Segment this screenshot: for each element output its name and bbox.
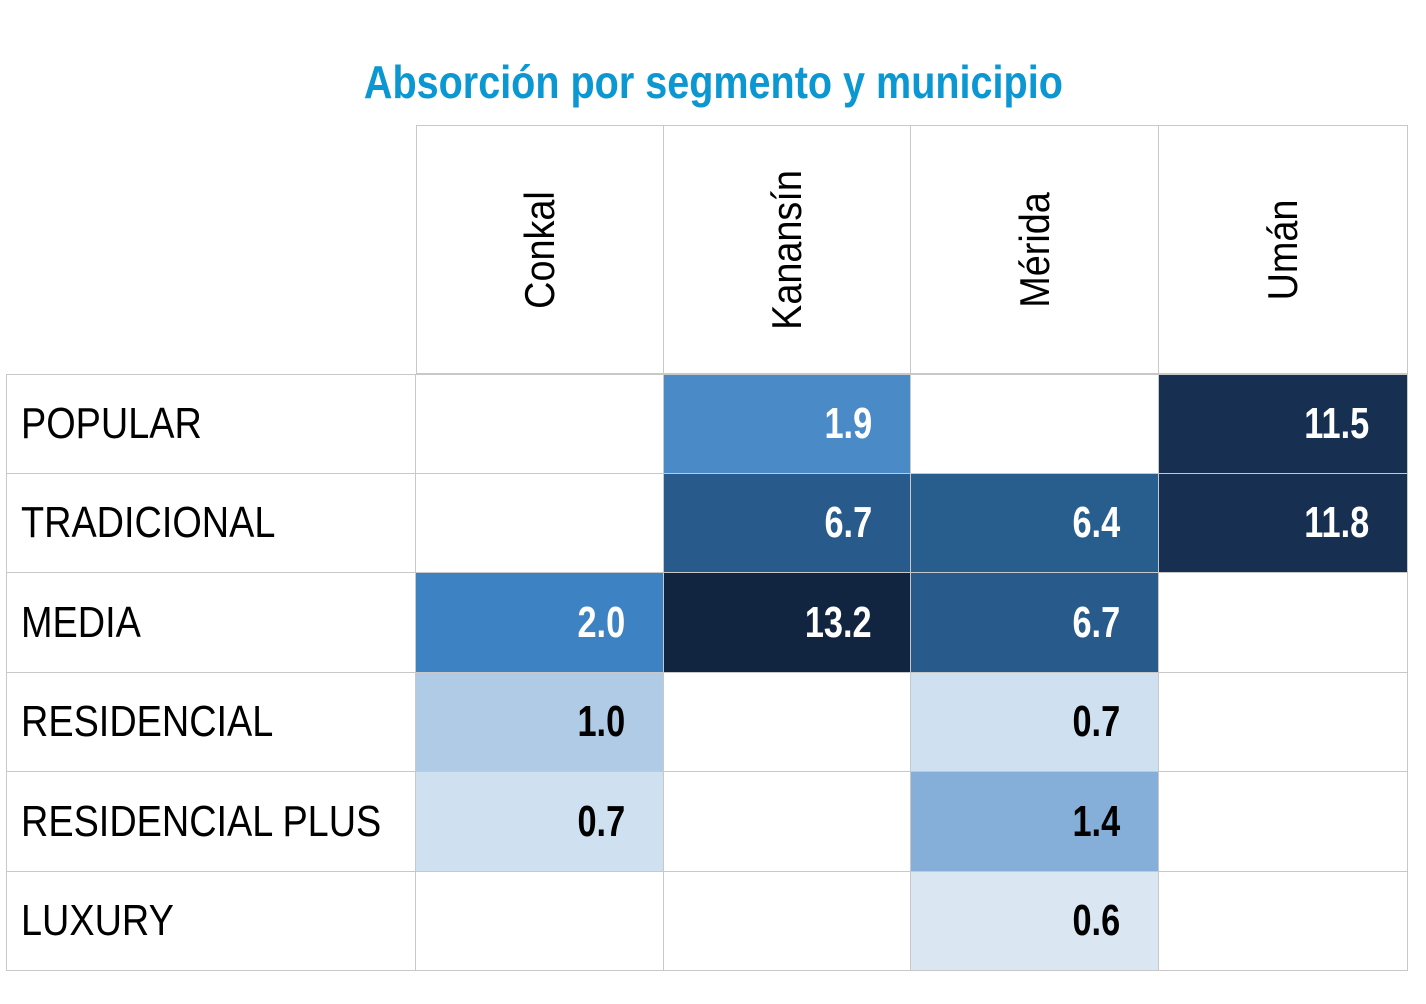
cell-value: 0.7 xyxy=(577,796,625,846)
row-header: RESIDENCIAL PLUS xyxy=(6,772,416,872)
column-label: Mérida xyxy=(1010,191,1058,308)
column-label: Conkal xyxy=(516,190,563,309)
heatmap-cell xyxy=(416,474,664,573)
heatmap-cell xyxy=(1159,673,1408,772)
row-label: RESIDENCIAL PLUS xyxy=(21,796,382,846)
row-label: MEDIA xyxy=(21,597,141,647)
row-header: LUXURY xyxy=(6,872,416,971)
heatmap-cell xyxy=(416,872,664,971)
row-header: RESIDENCIAL xyxy=(6,673,416,772)
row-label: LUXURY xyxy=(21,896,174,945)
column-header: Conkal xyxy=(416,125,664,374)
heatmap-cell xyxy=(1159,772,1408,872)
row-label: TRADICIONAL xyxy=(21,498,276,547)
column-header: Mérida xyxy=(911,125,1159,374)
cell-value: 11.8 xyxy=(1304,498,1369,547)
heatmap-cell: 6.7 xyxy=(911,573,1159,673)
heatmap-cell xyxy=(1159,872,1408,971)
cell-value: 11.5 xyxy=(1304,399,1369,448)
cell-value: 1.4 xyxy=(1072,796,1120,846)
heatmap-cell: 0.7 xyxy=(911,673,1159,772)
heatmap-cell: 1.0 xyxy=(416,673,664,772)
heatmap-cell: 11.8 xyxy=(1159,474,1408,573)
cell-value: 6.4 xyxy=(1072,498,1120,547)
heatmap-cell: 0.6 xyxy=(911,872,1159,971)
cell-value: 6.7 xyxy=(1072,597,1120,647)
cell-value: 1.9 xyxy=(824,399,872,448)
cell-value: 6.7 xyxy=(824,498,872,547)
column-label: Kanansín xyxy=(763,169,810,330)
heatmap-cell: 1.4 xyxy=(911,772,1159,872)
row-header: MEDIA xyxy=(6,573,416,673)
cell-value: 0.6 xyxy=(1072,896,1120,945)
row-header: POPULAR xyxy=(6,374,416,474)
heatmap-cell: 6.7 xyxy=(664,474,911,573)
heatmap-cell xyxy=(664,872,911,971)
heatmap-cell: 13.2 xyxy=(664,573,911,673)
column-label: Umán xyxy=(1259,199,1306,300)
chart-title: Absorción por segmento y municipio xyxy=(0,52,1426,112)
heatmap-cell xyxy=(416,374,664,474)
row-label: RESIDENCIAL xyxy=(21,697,274,746)
heatmap-cell xyxy=(664,772,911,872)
column-header: Umán xyxy=(1159,125,1408,374)
cell-value: 0.7 xyxy=(1072,697,1120,746)
cell-value: 1.0 xyxy=(577,697,625,746)
heatmap-cell xyxy=(664,673,911,772)
cell-value: 13.2 xyxy=(805,597,872,647)
heatmap-cell: 0.7 xyxy=(416,772,664,872)
heatmap-cell xyxy=(911,374,1159,474)
heatmap-cell: 1.9 xyxy=(664,374,911,474)
chart-title-text: Absorción por segmento y municipio xyxy=(363,56,1063,108)
cell-value: 2.0 xyxy=(577,597,625,647)
heatmap-cell: 6.4 xyxy=(911,474,1159,573)
heatmap-cell: 2.0 xyxy=(416,573,664,673)
column-header: Kanansín xyxy=(664,125,911,374)
row-header: TRADICIONAL xyxy=(6,474,416,573)
heatmap-cell xyxy=(1159,573,1408,673)
heatmap-cell: 11.5 xyxy=(1159,374,1408,474)
row-label: POPULAR xyxy=(21,399,202,448)
